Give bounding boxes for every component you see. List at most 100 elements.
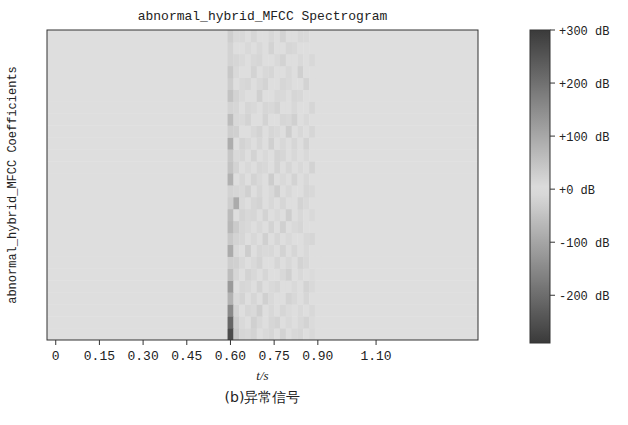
cell [239,78,245,90]
cell [233,233,239,245]
cell [303,185,309,197]
cell [297,328,303,340]
cell [228,125,234,137]
cell [268,42,274,54]
cell [309,209,315,221]
cell [297,292,303,304]
cell [239,197,245,209]
cell [268,197,274,209]
cell [315,102,321,114]
cell [321,257,478,269]
plot-frame [47,30,478,340]
cell [251,292,257,304]
cell [268,316,274,328]
x-tick [99,340,100,345]
cell [321,209,478,221]
cell [297,149,303,161]
cell [286,209,292,221]
cell [280,125,286,137]
cell [47,78,228,90]
cell [268,137,274,149]
cell [233,54,239,66]
cell [245,292,251,304]
cell [251,233,257,245]
cell [315,292,321,304]
cell [239,42,245,54]
x-tick [230,340,231,345]
cell [321,78,478,90]
cell [47,137,228,149]
cell [228,113,234,125]
cell [297,78,303,90]
cell [315,173,321,185]
x-tick-label: 0.30 [127,349,158,364]
cell [228,316,234,328]
cell [274,125,280,137]
cell [245,173,251,185]
cell [286,245,292,257]
cell [239,54,245,66]
cell [303,316,309,328]
cell [280,78,286,90]
cell [286,280,292,292]
cell [280,257,286,269]
cell [286,268,292,280]
cell [292,257,298,269]
cell [280,137,286,149]
cell [47,185,228,197]
cell [245,102,251,114]
cell [274,245,280,257]
cell [303,304,309,316]
cell [251,328,257,340]
cell [263,161,269,173]
cell [303,233,309,245]
cell [303,102,309,114]
cell [315,245,321,257]
cell [309,197,315,209]
cell [292,328,298,340]
cell [233,30,239,42]
colorbar-tick [550,83,555,84]
cell [257,197,263,209]
cell [239,233,245,245]
cell [268,149,274,161]
cell [251,137,257,149]
cell [245,245,251,257]
x-tick [186,340,187,345]
cell [321,125,478,137]
cell [47,90,228,102]
cell [286,125,292,137]
cell [251,30,257,42]
cell [233,197,239,209]
cell [251,209,257,221]
cell [309,90,315,102]
cell [280,102,286,114]
cell [315,66,321,78]
cell [309,137,315,149]
cell [274,233,280,245]
cell [239,257,245,269]
cell [292,233,298,245]
cell [321,292,478,304]
cell [257,78,263,90]
cell [303,280,309,292]
cell [239,280,245,292]
cell [257,30,263,42]
cell [245,161,251,173]
cell [268,328,274,340]
cell [321,185,478,197]
cell [233,90,239,102]
cell [263,268,269,280]
cell [228,209,234,221]
colorbar-tick [550,242,555,243]
cell [321,30,478,42]
cell [274,280,280,292]
cell [321,304,478,316]
cell [303,30,309,42]
cell [274,30,280,42]
cell [47,280,228,292]
cell [47,149,228,161]
cell [297,125,303,137]
cell [297,161,303,173]
cell [315,42,321,54]
